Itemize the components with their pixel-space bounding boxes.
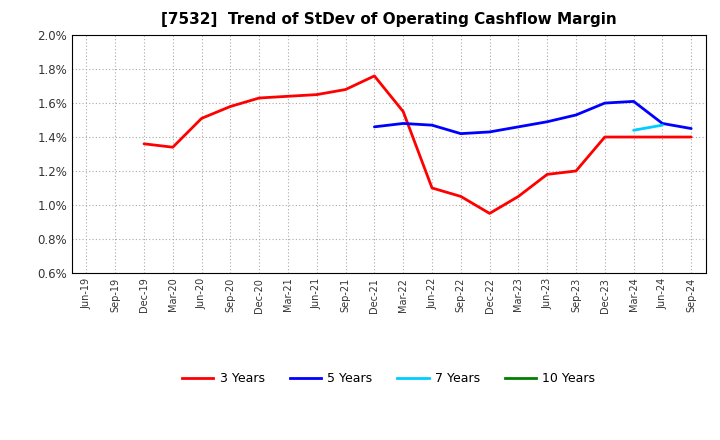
3 Years (284, 94, 292, 99)
5 Years (370, 124, 379, 129)
7 Years (629, 128, 638, 133)
3 Years (456, 194, 465, 199)
3 Years (543, 172, 552, 177)
Line: 3 Years: 3 Years (144, 76, 691, 213)
5 Years (600, 100, 609, 106)
Line: 5 Years: 5 Years (374, 101, 691, 134)
5 Years (658, 121, 667, 126)
3 Years (168, 145, 177, 150)
3 Years (485, 211, 494, 216)
5 Years (543, 119, 552, 125)
3 Years (687, 134, 696, 139)
5 Years (428, 122, 436, 128)
3 Years (514, 194, 523, 199)
5 Years (399, 121, 408, 126)
3 Years (140, 141, 148, 147)
3 Years (399, 109, 408, 114)
3 Years (658, 134, 667, 139)
5 Years (514, 124, 523, 129)
3 Years (600, 134, 609, 139)
3 Years (572, 169, 580, 174)
3 Years (226, 104, 235, 109)
Line: 7 Years: 7 Years (634, 125, 662, 130)
3 Years (428, 185, 436, 191)
3 Years (197, 116, 206, 121)
3 Years (370, 73, 379, 79)
Title: [7532]  Trend of StDev of Operating Cashflow Margin: [7532] Trend of StDev of Operating Cashf… (161, 12, 616, 27)
5 Years (687, 126, 696, 131)
3 Years (341, 87, 350, 92)
3 Years (255, 95, 264, 101)
5 Years (456, 131, 465, 136)
5 Years (572, 112, 580, 117)
3 Years (629, 134, 638, 139)
3 Years (312, 92, 321, 97)
Legend: 3 Years, 5 Years, 7 Years, 10 Years: 3 Years, 5 Years, 7 Years, 10 Years (177, 367, 600, 390)
5 Years (629, 99, 638, 104)
7 Years (658, 122, 667, 128)
5 Years (485, 129, 494, 135)
